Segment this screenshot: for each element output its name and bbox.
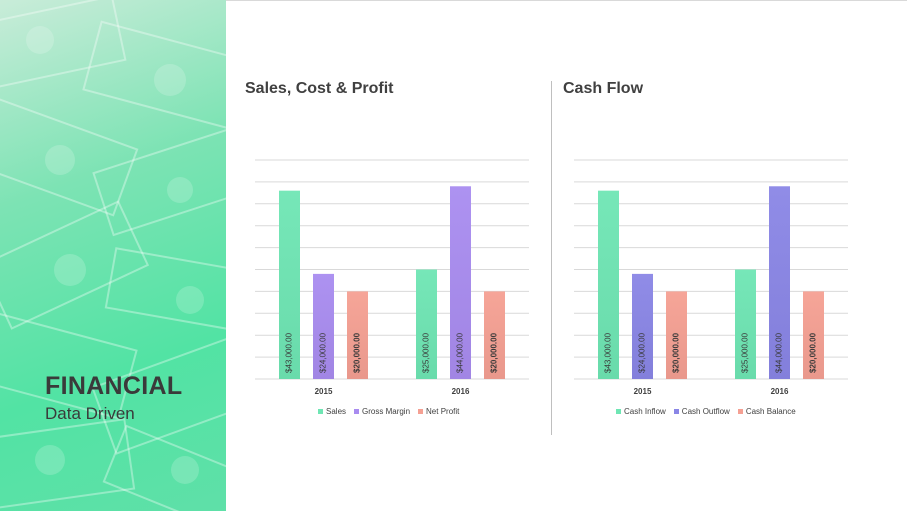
legend-label: Cash Outflow xyxy=(681,407,730,416)
category-label-2016: 2016 xyxy=(452,387,470,396)
sales-cost-profit-chart: $43,000.00 $24,000.00 $20,000.00 2015 $25,00… xyxy=(255,159,529,396)
gridlines xyxy=(574,159,848,380)
bar-cash-outflow-2015 xyxy=(632,273,653,379)
legend-item-net-profit: Net Profit xyxy=(418,407,459,416)
gridlines xyxy=(255,159,529,380)
legend-label: Gross Margin xyxy=(362,407,411,416)
bar-cash-balance-2016 xyxy=(803,291,824,379)
legend-label: Cash Inflow xyxy=(624,407,666,416)
legend-item-cash-outflow: Cash Outflow xyxy=(673,407,730,416)
legend-item-cash-inflow: Cash Inflow xyxy=(616,407,666,416)
bar-cash-outflow-2016 xyxy=(769,186,790,379)
data-label-cash-inflow-2016: $25,000.00 xyxy=(741,332,750,373)
bar-net-profit-2016 xyxy=(484,291,505,379)
data-label-cash-outflow-2016: $44,000.00 xyxy=(775,332,784,373)
data-label-cash-inflow-2015: $43,000.00 xyxy=(604,332,613,373)
cash-flow-chart: $43,000.00 $24,000.00 $20,000.00 2015 $25,00… xyxy=(574,159,848,396)
data-label-gross-margin-2016: $44,000.00 xyxy=(456,332,465,373)
legend-item-sales: Sales xyxy=(318,407,346,416)
bar-sales-2015 xyxy=(279,190,300,379)
bar-gross-margin-2015 xyxy=(313,273,334,379)
legend-label: Cash Balance xyxy=(745,407,796,416)
legend-label: Net Profit xyxy=(426,407,460,416)
chart-title-sales: Sales, Cost & Profit xyxy=(245,80,394,97)
category-label-2015: 2015 xyxy=(315,387,333,396)
legend-swatch xyxy=(318,409,323,414)
chart-title-cash-flow: Cash Flow xyxy=(563,80,644,97)
bar-net-profit-2015 xyxy=(347,291,368,379)
legend-item-cash-balance: Cash Balance xyxy=(737,407,796,416)
banknote-pattern xyxy=(0,0,226,511)
data-label-cash-balance-2015: $20,000.00 xyxy=(672,332,681,373)
data-label-sales-2016: $25,000.00 xyxy=(422,332,431,373)
bar-cash-balance-2015 xyxy=(666,291,687,379)
side-subtitle: Data Driven xyxy=(45,404,135,423)
data-label-cash-balance-2016: $20,000.00 xyxy=(809,332,818,373)
category-label-2015: 2015 xyxy=(634,387,652,396)
bar-cash-inflow-2016 xyxy=(735,269,756,379)
legend-swatch xyxy=(354,409,360,414)
legend-swatch xyxy=(737,409,743,414)
data-label-gross-margin-2015: $24,000.00 xyxy=(319,332,328,373)
side-panel: FINANCIAL Data Driven xyxy=(0,0,226,511)
category-label-2016: 2016 xyxy=(771,387,789,396)
data-label-cash-outflow-2015: $24,000.00 xyxy=(638,332,647,373)
legend-item-gross-margin: Gross Margin xyxy=(354,407,410,416)
bar-cash-inflow-2015 xyxy=(598,190,619,379)
cash-flow-chart-legend: Cash Inflow Cash Outflow Cash Balance xyxy=(616,407,796,416)
legend-swatch xyxy=(616,409,621,414)
side-title: FINANCIAL xyxy=(45,372,183,400)
sales-chart-legend: Sales Gross Margin Net Profit xyxy=(318,407,459,416)
legend-swatch xyxy=(418,409,424,414)
data-label-sales-2015: $43,000.00 xyxy=(285,332,294,373)
top-border xyxy=(0,0,907,1)
bar-sales-2016 xyxy=(416,269,437,379)
data-label-net-profit-2016: $20,000.00 xyxy=(490,332,499,373)
bar-gross-margin-2016 xyxy=(450,186,471,379)
data-label-net-profit-2015: $20,000.00 xyxy=(353,332,362,373)
legend-swatch xyxy=(673,409,679,414)
section-divider xyxy=(551,81,552,435)
legend-label: Sales xyxy=(326,407,347,416)
